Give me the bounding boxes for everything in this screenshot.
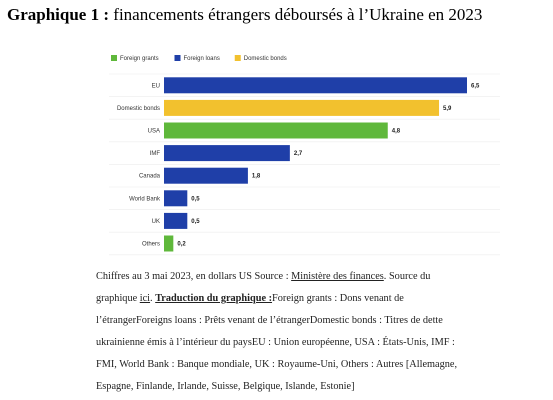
category-label: Canada: [139, 174, 161, 180]
caption-text: graphique: [96, 293, 140, 304]
bar-3: [164, 145, 290, 162]
bar-5: [164, 190, 188, 207]
caption-line-2: graphique ici. Traduction du graphique :…: [96, 288, 516, 310]
figure-heading: Graphique 1 : financements étrangers déb…: [7, 5, 547, 25]
value-label: 0,5: [191, 196, 200, 202]
caption-line-5: FMI, World Bank : Banque mondiale, UK : …: [96, 359, 458, 370]
caption-line-1: Chiffres au 3 mai 2023, en dollars US So…: [96, 266, 516, 288]
bar-4: [164, 167, 248, 184]
bar-6: [164, 212, 188, 229]
bar-7: [164, 235, 174, 252]
translation-heading: Traduction du graphique :: [155, 293, 273, 304]
caption-line-4: ukrainienne émis à l’intérieur du paysEU…: [96, 337, 455, 348]
value-label: 1,8: [252, 174, 261, 180]
figure-number: Graphique 1 :: [7, 5, 110, 24]
caption-line-6: Espagne, Finlande, Irlande, Suisse, Belg…: [96, 381, 355, 392]
figure-title: financements étrangers déboursés à l’Ukr…: [113, 5, 483, 24]
value-label: 0,5: [191, 219, 200, 225]
bar-2: [164, 122, 388, 139]
value-label: 2,7: [294, 151, 303, 157]
category-label: World Bank: [129, 196, 161, 202]
value-label: 0,2: [177, 242, 186, 248]
value-label: 5,9: [443, 106, 452, 112]
legend-label-0: Foreign grants: [120, 56, 159, 62]
category-label: USA: [148, 129, 160, 135]
chart-source-link[interactable]: ici: [139, 293, 151, 304]
legend-label-2: Domestic bonds: [244, 56, 287, 62]
category-label: Others: [142, 242, 160, 248]
source-link[interactable]: Ministère des finances: [291, 271, 384, 282]
legend-swatch-2: [234, 55, 241, 61]
bar-1: [164, 99, 440, 116]
caption-line-3: l’étrangerForeigns loans : Prêts venant …: [96, 315, 443, 326]
caption-text: .: [150, 293, 156, 304]
caption-text: Foreign grants : Dons venant de: [272, 293, 404, 304]
legend-swatch-1: [174, 55, 181, 61]
value-label: 4,8: [392, 129, 401, 135]
figure-caption: Chiffres au 3 mai 2023, en dollars US So…: [96, 266, 516, 398]
caption-text: Chiffres au 3 mai 2023, en dollars US So…: [96, 271, 292, 282]
category-label: Domestic bonds: [117, 106, 160, 112]
caption-text: . Source du: [383, 271, 431, 282]
legend-label-1: Foreign loans: [184, 56, 220, 62]
value-label: 6,5: [471, 83, 480, 89]
bar-0: [164, 77, 467, 94]
bar-chart: Foreign grants Foreign loans Domestic bond…: [109, 55, 500, 256]
category-label: EU: [152, 83, 160, 89]
category-label: UK: [152, 219, 160, 225]
category-label: IMF: [150, 151, 161, 157]
legend-swatch-0: [111, 55, 117, 61]
